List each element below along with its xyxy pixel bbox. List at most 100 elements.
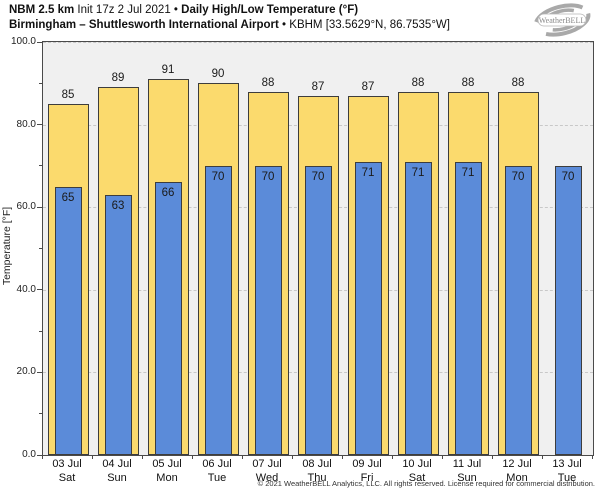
- logo-text-pill: [537, 13, 587, 27]
- x-tick-label-07-Jul: 07 Jul Wed: [242, 458, 292, 485]
- x-tick-date: 09 Jul: [352, 458, 382, 470]
- y-minor-tick-10: [39, 413, 42, 415]
- x-tick-date: 13 Jul: [552, 458, 582, 470]
- y-tick-40: [37, 289, 42, 291]
- x-tick-date: 04 Jul: [102, 458, 132, 470]
- low-bar-05-Jul: [154, 182, 182, 455]
- low-bar-13-Jul: [554, 166, 582, 455]
- x-tick-day: Sat: [58, 471, 76, 484]
- x-tick-mark-4: [242, 455, 243, 459]
- x-tick-day: Tue: [557, 471, 577, 484]
- x-tick-mark-7: [392, 455, 393, 459]
- x-tick-mark-6: [342, 455, 343, 459]
- high-value-label: 88: [511, 77, 525, 89]
- x-tick-label-09-Jul: 09 Jul Fri: [342, 458, 392, 485]
- chart-type-title: Daily High/Low Temperature (°F): [177, 4, 359, 16]
- y-tick-60: [37, 206, 42, 208]
- x-tick-day: Sun: [457, 471, 477, 484]
- model-name: NBM 2.5 km: [9, 4, 75, 16]
- low-bar-11-Jul: [454, 162, 482, 455]
- low-value-label: 66: [161, 187, 175, 199]
- x-tick-mark-0: [42, 455, 43, 459]
- init-time: Init 17z 2 Jul 2021: [74, 4, 174, 16]
- x-tick-mark-2: [142, 455, 143, 459]
- high-value-label: 90: [211, 68, 225, 80]
- high-value-label: 91: [161, 64, 175, 76]
- x-tick-day: Thu: [307, 471, 327, 484]
- y-tick-80: [37, 124, 42, 126]
- high-value-label: 89: [111, 72, 125, 84]
- chart-title-line1: NBM 2.5 km Init 17z 2 Jul 2021 • Daily H…: [9, 4, 358, 16]
- y-tick-20: [37, 371, 42, 373]
- x-tick-date: 03 Jul: [52, 458, 82, 470]
- plot-area: 85 65 89 63 91 66 90 70 88 70 87 70 87 71 88 71 88 71 88 70…: [42, 41, 594, 456]
- high-value-label: 88: [411, 77, 425, 89]
- gridline-100: [43, 42, 593, 43]
- high-value-label: 87: [361, 81, 375, 93]
- x-tick-day: Sat: [408, 471, 426, 484]
- y-minor-tick-90: [39, 82, 42, 84]
- low-value-label: 65: [61, 192, 75, 204]
- weatherbell-logo: WeatherBELL: [533, 3, 591, 37]
- x-tick-label-04-Jul: 04 Jul Sun: [92, 458, 142, 485]
- chart-title-line2: Birmingham – Shuttlesworth International…: [9, 19, 450, 31]
- low-value-label: 71: [411, 167, 425, 179]
- x-tick-label-08-Jul: 08 Jul Thu: [292, 458, 342, 485]
- y-tick-label-100: 100.0: [10, 36, 36, 47]
- high-value-label: 88: [461, 77, 475, 89]
- y-tick-label-20: 20.0: [16, 366, 36, 378]
- x-tick-label-05-Jul: 05 Jul Mon: [142, 458, 192, 485]
- x-tick-date: 08 Jul: [302, 458, 332, 470]
- x-tick-label-06-Jul: 06 Jul Tue: [192, 458, 242, 485]
- x-tick-label-12-Jul: 12 Jul Mon: [492, 458, 542, 485]
- x-tick-mark-11: [592, 455, 593, 459]
- x-tick-day: Mon: [156, 471, 178, 484]
- low-bar-07-Jul: [254, 166, 282, 455]
- station-coordinates: KBHM [33.5629°N, 86.7535°W]: [286, 19, 450, 31]
- x-tick-date: 07 Jul: [252, 458, 282, 470]
- low-value-label: 63: [111, 200, 125, 212]
- y-minor-tick-50: [39, 248, 42, 249]
- station-name: Birmingham – Shuttlesworth International…: [9, 19, 283, 31]
- low-bar-03-Jul: [54, 187, 82, 455]
- y-minor-tick-30: [39, 330, 42, 332]
- low-bar-10-Jul: [404, 162, 432, 455]
- low-value-label: 71: [361, 167, 375, 179]
- x-tick-day: Sun: [107, 471, 127, 484]
- low-bar-08-Jul: [304, 166, 332, 455]
- high-value-label: 88: [261, 77, 275, 89]
- x-tick-date: 10 Jul: [402, 458, 432, 470]
- title-separator: •: [173, 4, 178, 16]
- low-value-label: 71: [461, 167, 475, 179]
- low-value-label: 70: [511, 171, 525, 183]
- low-value-label: 70: [211, 171, 225, 183]
- low-value-label: 70: [261, 171, 275, 183]
- low-bar-09-Jul: [354, 162, 382, 455]
- high-value-label: 85: [61, 89, 75, 101]
- x-tick-label-03-Jul: 03 Jul Sat: [42, 458, 92, 485]
- x-tick-day: Fri: [360, 471, 374, 484]
- logo-text: WeatherBELL: [539, 16, 586, 25]
- x-tick-date: 06 Jul: [202, 458, 232, 470]
- x-tick-mark-3: [192, 455, 193, 459]
- y-tick-0: [37, 454, 42, 456]
- x-tick-day: Mon: [506, 471, 528, 484]
- y-tick-label-60: 60.0: [16, 201, 36, 213]
- y-tick-label-40: 40.0: [16, 283, 36, 295]
- y-tick-100: [37, 41, 42, 43]
- x-tick-mark-10: [542, 455, 543, 459]
- x-tick-label-13-Jul: 13 Jul Tue: [542, 458, 592, 485]
- x-tick-date: 12 Jul: [502, 458, 532, 470]
- copyright-notice: © 2021 WeatherBELL Analytics, LLC. All r…: [257, 479, 595, 488]
- low-value-label: 70: [311, 171, 325, 183]
- low-bar-06-Jul: [204, 166, 232, 455]
- x-tick-label-11-Jul: 11 Jul Sun: [442, 458, 492, 485]
- x-tick-mark-9: [492, 455, 493, 459]
- high-value-label: 87: [311, 81, 325, 93]
- x-tick-date: 05 Jul: [152, 458, 182, 470]
- low-bar-12-Jul: [504, 166, 532, 455]
- y-tick-label-0: 0.0: [22, 449, 36, 460]
- x-tick-day: Wed: [255, 471, 279, 484]
- low-value-label: 70: [561, 171, 575, 183]
